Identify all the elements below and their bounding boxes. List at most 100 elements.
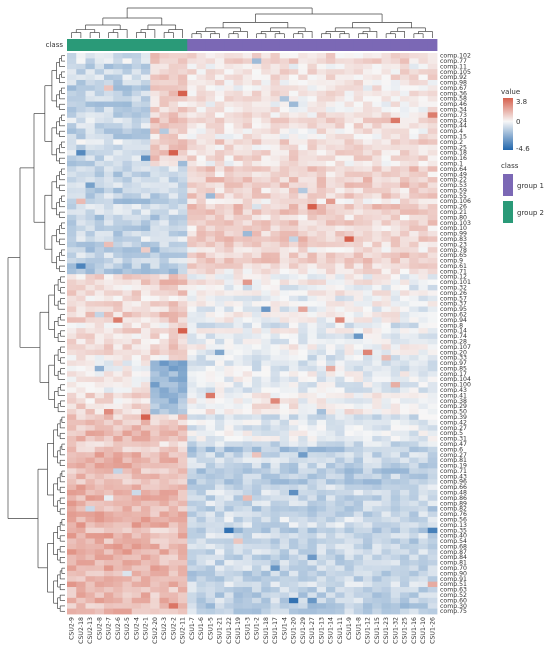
heatmap-cell [400, 468, 410, 475]
heatmap-cell [261, 263, 271, 270]
heatmap-cell [150, 209, 160, 216]
heatmap-cell [113, 500, 123, 507]
heatmap-cell [196, 225, 207, 232]
heatmap-cell [85, 468, 96, 475]
heatmap-cell [131, 527, 142, 534]
heatmap-cell [390, 150, 401, 156]
heatmap-cell [289, 252, 299, 259]
heatmap-cell [400, 592, 410, 599]
heatmap-cell [363, 79, 373, 86]
heatmap-cell [381, 182, 392, 189]
heatmap-cell [233, 74, 244, 81]
heatmap-cell [113, 301, 123, 307]
heatmap-cell [131, 398, 142, 405]
heatmap-cell [122, 252, 133, 259]
heatmap-cell [122, 479, 133, 485]
row-label: comp.96 [440, 479, 467, 486]
heatmap-cell [307, 484, 318, 491]
heatmap-cell [427, 252, 438, 259]
heatmap-cell [159, 85, 170, 92]
heatmap-cell [94, 306, 105, 313]
heatmap-cell [104, 355, 114, 361]
heatmap-cell [427, 333, 438, 340]
heatmap-cell [298, 241, 308, 248]
row-label: comp.47 [440, 441, 467, 448]
heatmap-cell [279, 392, 290, 399]
heatmap-cell [261, 112, 271, 119]
heatmap-cell [270, 241, 281, 248]
heatmap-cell [400, 268, 410, 275]
heatmap-cell [159, 382, 170, 388]
heatmap-cell [215, 382, 225, 388]
heatmap-cell [159, 543, 170, 550]
heatmap-cell [427, 533, 438, 539]
heatmap-cell [131, 133, 142, 140]
heatmap-cell [344, 597, 355, 604]
heatmap-cell [390, 160, 401, 167]
heatmap-cell [159, 74, 170, 81]
heatmap-cell [187, 603, 197, 610]
heatmap-cell [159, 106, 170, 113]
heatmap-cell [224, 284, 234, 291]
heatmap-cell [233, 495, 244, 502]
heatmap-cell [159, 284, 170, 291]
heatmap-cell [270, 284, 281, 291]
heatmap-cell [418, 349, 429, 356]
heatmap-cell [215, 419, 225, 426]
heatmap-cell [252, 177, 262, 183]
heatmap-cell [326, 268, 336, 275]
heatmap-cell [344, 214, 355, 221]
heatmap-cell [76, 511, 86, 518]
heatmap-cell [390, 597, 401, 604]
heatmap-cell [178, 128, 188, 135]
heatmap-cell [178, 241, 188, 248]
heatmap-cell [316, 581, 327, 588]
row-label: comp.71 [440, 468, 467, 475]
heatmap-cell [122, 187, 133, 194]
heatmap-cell [233, 252, 244, 259]
heatmap-cell [390, 257, 401, 264]
heatmap-cell [289, 570, 299, 577]
heatmap-cell [363, 587, 373, 593]
heatmap-cell [131, 473, 142, 480]
heatmap-cell [326, 128, 336, 135]
heatmap-cell [381, 295, 392, 302]
heatmap-cell [400, 160, 410, 167]
heatmap-cell [159, 516, 170, 523]
heatmap-cell [344, 171, 355, 178]
row-label: comp.80 [440, 214, 467, 221]
heatmap-cell [400, 112, 410, 119]
heatmap-cell [178, 85, 188, 92]
heatmap-cell [270, 117, 281, 124]
heatmap-cell [178, 268, 188, 275]
heatmap-cell [104, 209, 114, 216]
heatmap-cell [196, 425, 207, 431]
heatmap-cell [344, 220, 355, 227]
heatmap-cell [187, 198, 197, 205]
heatmap-cell [196, 538, 207, 545]
heatmap-cell [353, 570, 364, 577]
heatmap-cell [279, 479, 290, 485]
heatmap-cell [131, 387, 142, 394]
heatmap-cell [289, 53, 299, 59]
heatmap-cell [298, 565, 308, 572]
heatmap-cell [159, 365, 170, 372]
heatmap-cell [159, 214, 170, 221]
heatmap-cell [409, 160, 419, 167]
heatmap-cell [205, 274, 216, 280]
heatmap-cell [122, 85, 133, 92]
heatmap-cell [104, 214, 114, 221]
heatmap-cell [316, 231, 327, 237]
row-label: comp.39 [440, 414, 467, 421]
heatmap-cell [335, 106, 345, 113]
heatmap-cell [335, 139, 345, 146]
heatmap-cell [187, 133, 197, 140]
heatmap-cell [242, 355, 253, 361]
heatmap-cell [94, 355, 105, 361]
heatmap-cell [168, 128, 179, 135]
heatmap-cell [289, 231, 299, 237]
heatmap-cell [289, 263, 299, 270]
heatmap-cell [270, 231, 281, 237]
heatmap-cell [381, 96, 392, 102]
heatmap-cell [427, 511, 438, 518]
